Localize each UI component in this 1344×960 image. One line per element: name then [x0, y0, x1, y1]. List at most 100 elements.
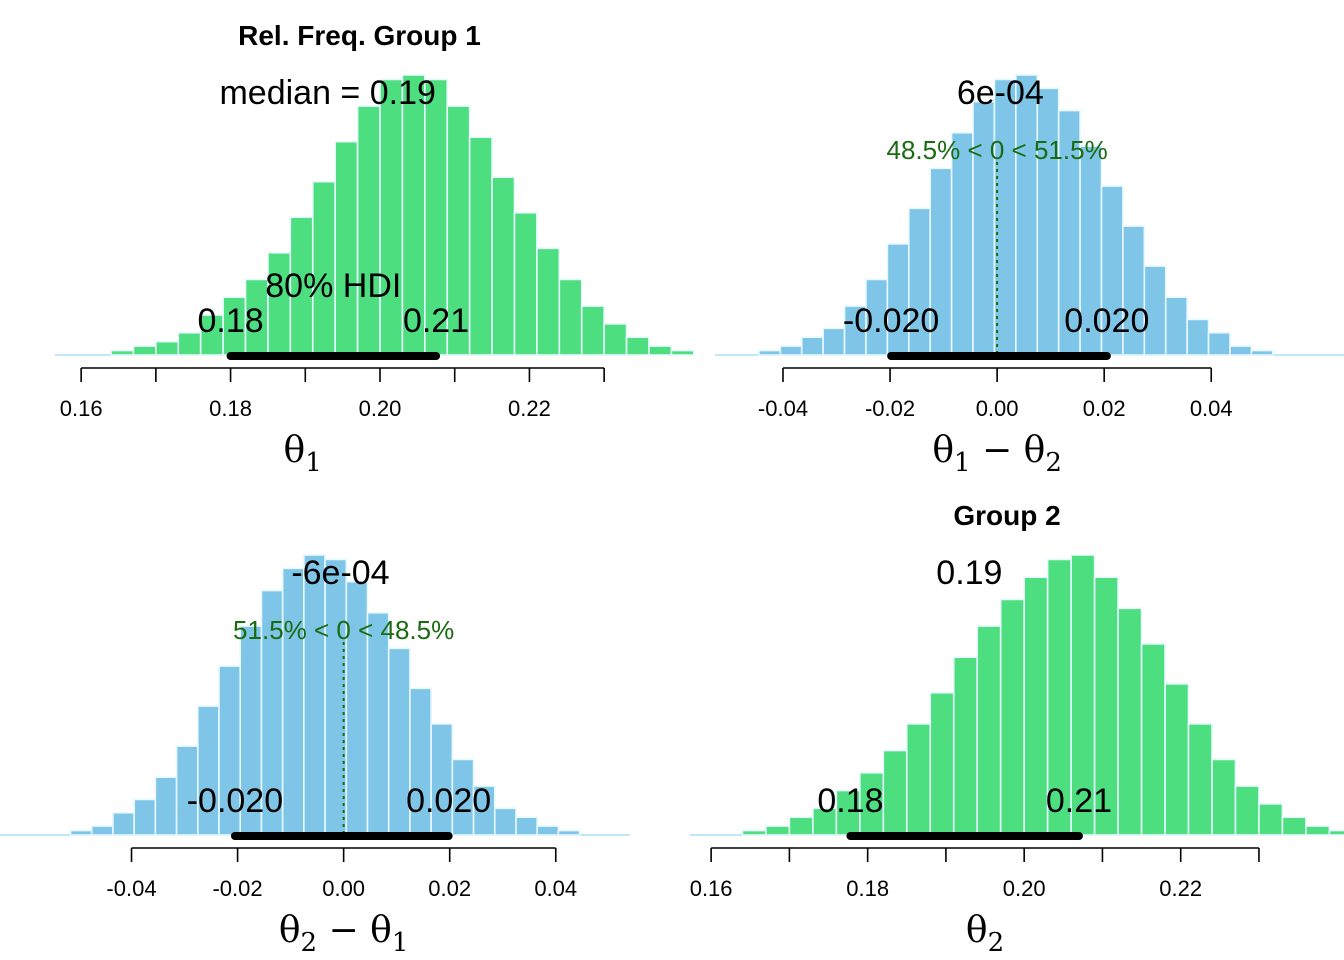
histogram-bar	[1023, 576, 1049, 836]
x-tick-label: 0.18	[846, 876, 889, 901]
histogram-bar	[822, 327, 846, 356]
hdi-low-label: -0.020	[187, 782, 283, 820]
histogram-bar	[1250, 349, 1274, 356]
x-tick-label: 0.04	[1190, 396, 1233, 421]
comparison-text: 48.5% < 0 < 51.5%	[887, 135, 1108, 165]
histogram-bar	[1281, 816, 1307, 836]
x-tick-label: 0.20	[1003, 876, 1046, 901]
x-tick-label: -0.02	[212, 876, 262, 901]
histogram-bar	[112, 811, 135, 836]
histogram-bar	[758, 349, 782, 356]
hdi-high-label: 0.21	[1046, 782, 1112, 820]
histogram-bar	[1140, 643, 1166, 836]
histogram-bar	[1187, 723, 1213, 836]
x-tick-label: 0.22	[508, 396, 551, 421]
panel-title: Rel. Freq. Group 1	[238, 20, 481, 51]
x-tick-label: 0.16	[690, 876, 733, 901]
panel-title: Group 2	[953, 500, 1060, 531]
x-tick-label: -0.04	[106, 876, 156, 901]
histogram-bar	[366, 611, 390, 836]
histogram-bar	[905, 723, 932, 836]
hdi-low-label: -0.020	[843, 302, 939, 340]
center-value-label: 0.19	[936, 554, 1002, 592]
hdi-low-label: 0.18	[817, 782, 883, 820]
center-value-label: median = 0.19	[219, 74, 435, 112]
histogram-bar	[324, 558, 348, 836]
histogram-bar	[155, 340, 180, 356]
histogram-bar	[154, 776, 178, 836]
hdi-low-label: 0.18	[197, 302, 263, 340]
histogram-bar	[1015, 74, 1039, 356]
x-axis-label: θ2	[966, 910, 1004, 958]
histogram-bar	[379, 78, 404, 356]
histogram-bar	[468, 136, 493, 356]
histogram-bar	[515, 816, 538, 836]
histogram-bar	[625, 336, 650, 356]
histogram-bar	[132, 345, 157, 356]
panel-bottom-left: -0.020 0.020 -6e-04 51.5% < 0 < 48.5% -0.04 -…	[0, 554, 630, 958]
histogram-bar	[950, 131, 974, 356]
histogram-bar	[133, 798, 157, 836]
hdi-high-label: 0.21	[403, 302, 469, 340]
histogram-bar	[993, 78, 1017, 356]
comparison-text: 51.5% < 0 < 48.5%	[233, 615, 454, 645]
histogram-bar	[303, 554, 326, 836]
x-tick-label: -0.04	[758, 396, 808, 421]
histogram-bar	[800, 336, 824, 356]
histogram-bar	[1117, 607, 1143, 836]
histogram-bar	[952, 656, 979, 836]
x-axis-label: θ1	[284, 430, 322, 478]
histogram-bar	[765, 825, 791, 836]
x-tick-label: -0.02	[865, 396, 915, 421]
hdi-high-label: 0.020	[1064, 302, 1149, 340]
histogram-bar	[779, 345, 803, 356]
histogram-bar	[1211, 758, 1237, 836]
center-value-label: -6e-04	[291, 554, 389, 592]
center-value-label: 6e-04	[957, 74, 1044, 112]
histogram-bar	[1207, 331, 1231, 356]
histogram-bar	[1164, 296, 1188, 356]
panel-bottom-right: 0.18 0.21 0.19 Group 2 0.16 0.18 0.20 0.22 θ2	[690, 500, 1344, 958]
histogram-bar	[493, 807, 517, 836]
x-tick-label: 0.04	[534, 876, 577, 901]
histogram-bar	[741, 829, 767, 836]
x-tick-label: 0.20	[359, 396, 402, 421]
histogram-bar	[648, 345, 673, 356]
x-tick-label: 0.22	[1159, 876, 1202, 901]
x-axis-label: θ2 − θ1	[279, 910, 409, 958]
x-tick-label: 0.16	[60, 396, 103, 421]
histogram-bar	[558, 278, 583, 356]
histogram-bar	[580, 305, 605, 356]
x-tick-label: 0.00	[322, 876, 365, 901]
histogram-bar	[670, 349, 695, 356]
hdi-caption: 80% HDI	[265, 267, 401, 305]
histogram-bar	[90, 825, 114, 836]
x-tick-label: 0.02	[428, 876, 471, 901]
histogram-bar	[536, 825, 560, 836]
histogram-bar	[513, 211, 538, 356]
histogram-bar	[882, 749, 908, 836]
histogram-bar	[110, 349, 135, 356]
histogram-bar	[1234, 785, 1260, 836]
x-axis-label: θ1 − θ2	[932, 430, 1062, 478]
histogram-bar	[1164, 683, 1190, 836]
histogram-bar	[1258, 803, 1284, 836]
histogram-bar	[69, 829, 93, 836]
histogram-bar	[491, 176, 516, 356]
histogram-bar	[999, 598, 1025, 836]
histogram-bar	[976, 625, 1002, 836]
histogram-bar	[1229, 345, 1253, 356]
histogram-bar	[557, 829, 581, 836]
histogram-bar	[1305, 825, 1331, 836]
histogram-bar	[356, 105, 381, 356]
histogram-bar	[1036, 87, 1060, 356]
histogram-bar	[536, 247, 561, 356]
x-tick-label: 0.02	[1083, 396, 1126, 421]
hdi-high-label: 0.020	[406, 782, 491, 820]
x-tick-label: 0.00	[976, 396, 1019, 421]
histogram-bar	[281, 567, 305, 836]
histogram-bar	[603, 323, 628, 356]
